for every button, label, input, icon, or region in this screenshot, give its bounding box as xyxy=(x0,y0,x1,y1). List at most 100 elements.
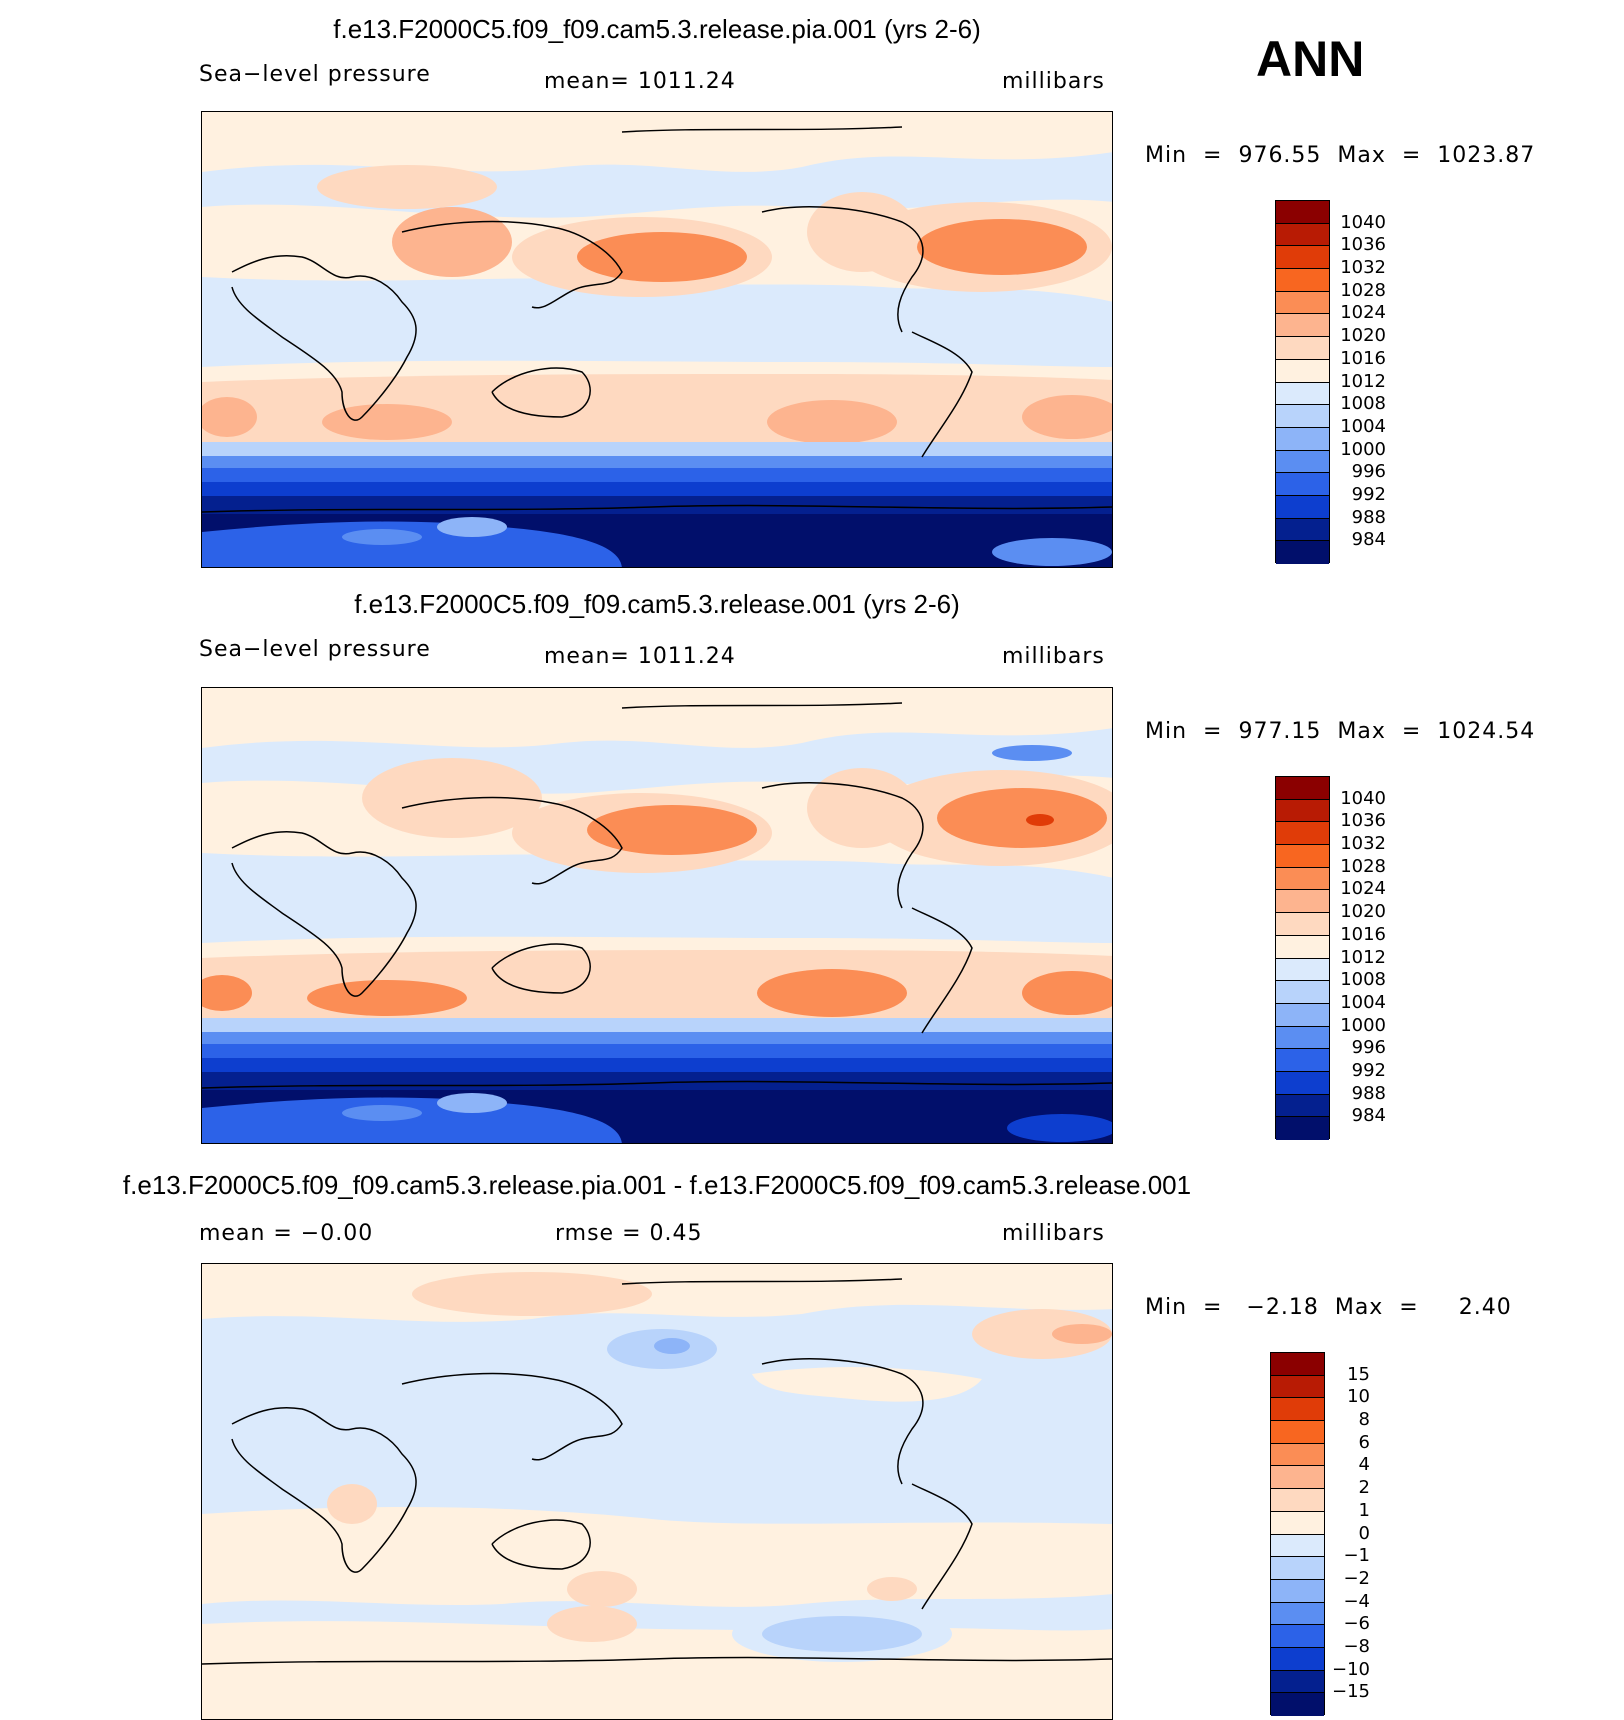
colorbar-segment xyxy=(1276,1026,1329,1050)
colorbar-tick-label: −10 xyxy=(1332,1658,1370,1680)
panel-3-colorbar xyxy=(1270,1352,1325,1716)
panel-3-units: millibars xyxy=(1002,1221,1105,1246)
colorbar-segment xyxy=(1276,314,1329,338)
colorbar-tick-label: 988 xyxy=(1351,506,1386,528)
panel-3-title: f.e13.F2000C5.f09_f09.cam5.3.release.pia… xyxy=(122,1170,1192,1200)
colorbar-segment xyxy=(1271,1534,1324,1558)
colorbar-tick-label: 996 xyxy=(1351,1037,1386,1059)
panel-2-minmax: Min = 977.15 Max = 1024.54 xyxy=(1145,719,1536,744)
panel-2-colorbar xyxy=(1275,776,1330,1140)
colorbar-segment xyxy=(1276,541,1329,564)
colorbar-tick-label: 10 xyxy=(1347,1386,1370,1408)
colorbar-tick-label: 1024 xyxy=(1340,302,1386,324)
panel-1-mean: mean= 1011.24 xyxy=(544,69,736,94)
colorbar-segment xyxy=(1276,359,1329,383)
panel-1-map-svg xyxy=(202,112,1112,567)
panel-1-minmax: Min = 976.55 Max = 1023.87 xyxy=(1145,143,1536,168)
colorbar-tick-label: 1008 xyxy=(1340,393,1386,415)
colorbar-tick-label: 1028 xyxy=(1340,855,1386,877)
colorbar-tick-label: −4 xyxy=(1343,1590,1370,1612)
panel-1-colorbar xyxy=(1275,200,1330,564)
colorbar-segment xyxy=(1276,845,1329,868)
colorbar-tick-label: 1020 xyxy=(1340,325,1386,347)
panel-3-rmse: rmse = 0.45 xyxy=(555,1221,703,1246)
colorbar-tick-label: 1000 xyxy=(1340,438,1386,460)
colorbar-segment xyxy=(1276,269,1329,292)
colorbar-tick-label: 1012 xyxy=(1340,370,1386,392)
colorbar-segment xyxy=(1276,890,1329,914)
colorbar-segment xyxy=(1271,1670,1324,1694)
colorbar-segment xyxy=(1271,1625,1324,1648)
panel-2-map xyxy=(201,687,1113,1144)
colorbar-segment xyxy=(1276,1117,1329,1140)
panel-3-map xyxy=(201,1263,1113,1720)
colorbar-tick-label: 1004 xyxy=(1340,991,1386,1013)
colorbar-segment xyxy=(1271,1443,1324,1467)
panel-2-units: millibars xyxy=(1002,644,1105,669)
panel-1-variable: Sea−level pressure xyxy=(199,62,431,87)
colorbar-segment xyxy=(1276,981,1329,1004)
colorbar-tick-label: 1024 xyxy=(1340,878,1386,900)
colorbar-tick-label: 4 xyxy=(1358,1454,1370,1476)
colorbar-segment xyxy=(1276,291,1329,315)
colorbar-tick-label: 1032 xyxy=(1340,833,1386,855)
colorbar-tick-label: 2 xyxy=(1358,1477,1370,1499)
colorbar-tick-label: 1040 xyxy=(1340,787,1386,809)
colorbar-tick-label: 984 xyxy=(1351,1105,1386,1127)
colorbar-tick-label: 984 xyxy=(1351,529,1386,551)
colorbar-tick-label: 992 xyxy=(1351,483,1386,505)
colorbar-segment xyxy=(1276,223,1329,247)
colorbar-segment xyxy=(1276,405,1329,428)
panel-2-mean: mean= 1011.24 xyxy=(544,644,736,669)
colorbar-segment xyxy=(1276,867,1329,891)
colorbar-tick-label: 1000 xyxy=(1340,1014,1386,1036)
panel-1-units: millibars xyxy=(1002,69,1105,94)
colorbar-segment xyxy=(1271,1579,1324,1603)
colorbar-segment xyxy=(1276,799,1329,823)
season-label: ANN xyxy=(1256,31,1365,87)
colorbar-tick-label: 1012 xyxy=(1340,946,1386,968)
colorbar-segment xyxy=(1276,495,1329,519)
colorbar-segment xyxy=(1271,1602,1324,1626)
colorbar-tick-label: 0 xyxy=(1358,1522,1370,1544)
colorbar-segment xyxy=(1271,1647,1324,1671)
colorbar-segment xyxy=(1271,1421,1324,1444)
colorbar-tick-label: 1016 xyxy=(1340,347,1386,369)
colorbar-segment xyxy=(1276,518,1329,542)
colorbar-tick-label: 1016 xyxy=(1340,923,1386,945)
colorbar-tick-label: 1 xyxy=(1358,1499,1370,1521)
colorbar-tick-label: 1032 xyxy=(1340,257,1386,279)
colorbar-tick-label: −15 xyxy=(1332,1681,1370,1703)
colorbar-segment xyxy=(1271,1375,1324,1399)
colorbar-tick-label: −2 xyxy=(1343,1567,1370,1589)
colorbar-tick-label: 15 xyxy=(1347,1363,1370,1385)
colorbar-segment xyxy=(1276,473,1329,496)
colorbar-segment xyxy=(1276,1049,1329,1072)
colorbar-tick-label: 1036 xyxy=(1340,234,1386,256)
colorbar-segment xyxy=(1276,935,1329,959)
panel-3-minmax: Min = −2.18 Max = 2.40 xyxy=(1145,1295,1512,1320)
panel-3-map-svg xyxy=(202,1264,1112,1719)
colorbar-segment xyxy=(1276,337,1329,360)
panel-2-map-svg xyxy=(202,688,1112,1143)
colorbar-tick-label: 1008 xyxy=(1340,969,1386,991)
colorbar-tick-label: 6 xyxy=(1358,1431,1370,1453)
colorbar-tick-label: 996 xyxy=(1351,461,1386,483)
colorbar-segment xyxy=(1276,822,1329,846)
colorbar-tick-label: 1004 xyxy=(1340,415,1386,437)
colorbar-segment xyxy=(1276,450,1329,474)
colorbar-segment xyxy=(1271,1557,1324,1580)
colorbar-tick-label: 1040 xyxy=(1340,211,1386,233)
colorbar-tick-label: 8 xyxy=(1358,1409,1370,1431)
panel-3-mean: mean = −0.00 xyxy=(199,1221,374,1246)
colorbar-tick-label: 1020 xyxy=(1340,901,1386,923)
colorbar-segment xyxy=(1271,1353,1324,1376)
colorbar-segment xyxy=(1271,1466,1324,1490)
colorbar-tick-label: −8 xyxy=(1343,1635,1370,1657)
colorbar-segment xyxy=(1276,201,1329,224)
panel-2-variable: Sea−level pressure xyxy=(199,637,431,662)
colorbar-segment xyxy=(1271,1511,1324,1535)
colorbar-segment xyxy=(1276,958,1329,982)
colorbar-tick-label: 992 xyxy=(1351,1059,1386,1081)
colorbar-segment xyxy=(1276,1071,1329,1095)
